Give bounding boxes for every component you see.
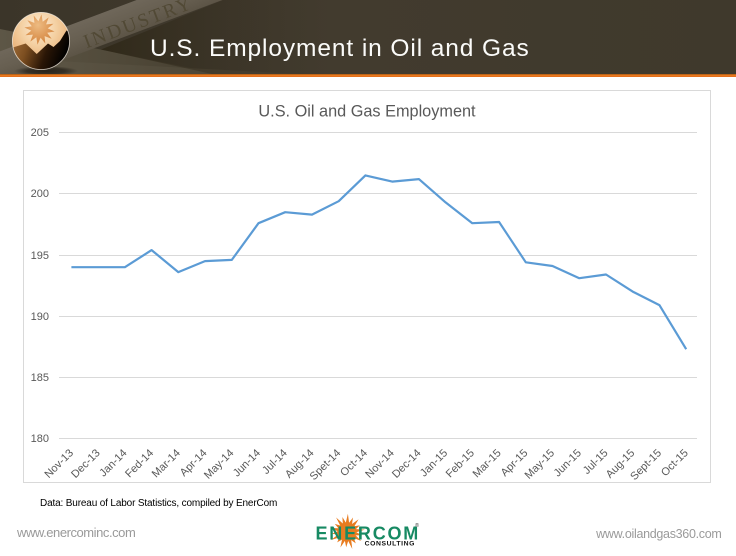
svg-text:185: 185	[31, 372, 49, 384]
svg-text:200: 200	[31, 188, 49, 200]
svg-text:205: 205	[31, 127, 49, 139]
svg-text:180: 180	[31, 433, 49, 445]
svg-text:195: 195	[31, 250, 49, 262]
svg-text:190: 190	[31, 311, 49, 323]
svg-text:ENERCOM: ENERCOM	[316, 524, 421, 544]
svg-text:U.S. Oil and Gas Employment: U.S. Oil and Gas Employment	[258, 103, 476, 121]
svg-text:®: ®	[415, 522, 419, 529]
svg-text:CONSULTING: CONSULTING	[365, 541, 415, 548]
